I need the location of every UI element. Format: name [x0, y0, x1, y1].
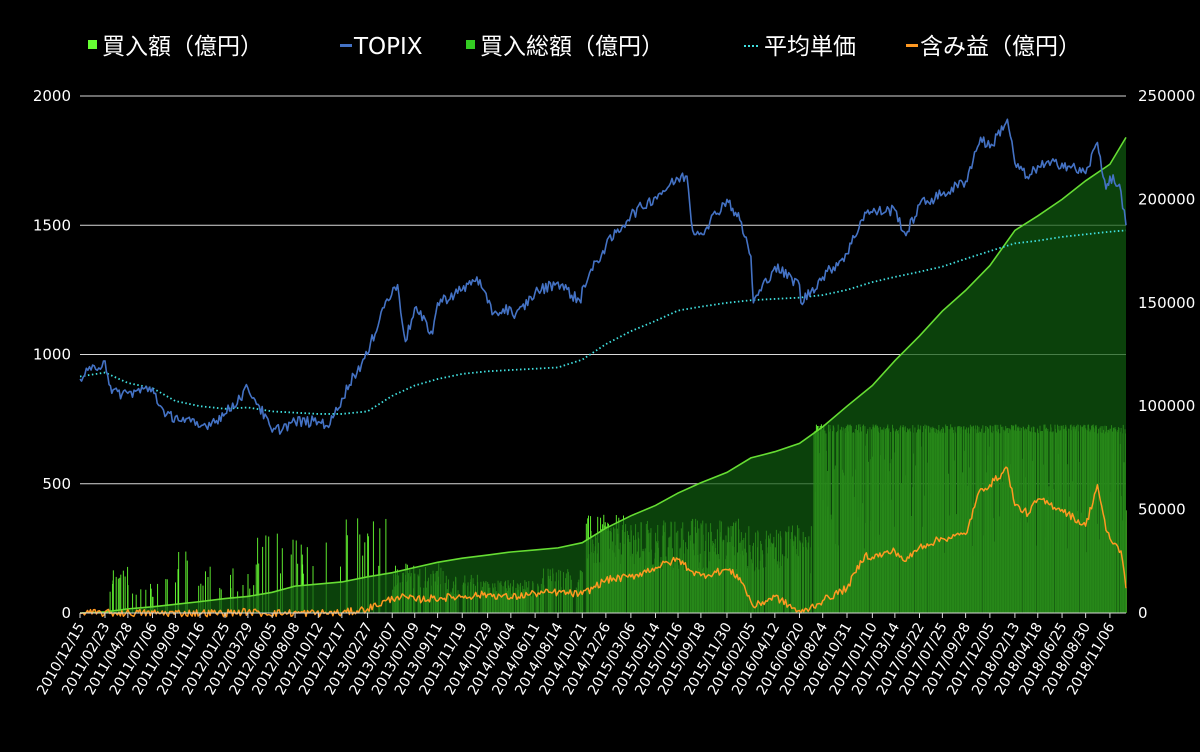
daily-bar [115, 576, 117, 613]
legend-item-avg: 平均単価 [744, 34, 856, 60]
legend-item-topix: TOPIX [340, 34, 423, 60]
daily-bar [268, 536, 270, 613]
daily-bar [119, 577, 121, 613]
legend-marker-avg [744, 45, 758, 47]
series-lines [79, 118, 1127, 618]
daily-bar [186, 560, 188, 613]
daily-bar [175, 582, 176, 613]
total-purchase-line [79, 136, 1127, 614]
y-right-tick-label: 200000 [1138, 190, 1195, 208]
legend-item-gain: 含み益（億円） [906, 34, 1081, 60]
y-left-tick-label: 2000 [33, 87, 71, 105]
daily-bar [135, 594, 137, 613]
daily-bar [379, 528, 381, 613]
legend-label-gain: 含み益（億円） [920, 34, 1081, 60]
y-axis-left: 0 500 1000 1500 2000 [33, 87, 71, 622]
legend-label-topix: TOPIX [353, 34, 423, 60]
daily-bar [290, 554, 292, 613]
daily-bar [367, 536, 369, 613]
y-left-tick-label: 0 [61, 604, 71, 622]
daily-bar [177, 569, 179, 613]
y-right-tick-label: 150000 [1138, 294, 1195, 312]
daily-bar [140, 589, 142, 613]
daily-bar [122, 570, 124, 613]
daily-bar [124, 576, 126, 613]
daily-bar [276, 533, 278, 613]
y-right-tick-label: 0 [1138, 604, 1148, 622]
daily-bar [359, 534, 361, 613]
daily-bar [127, 585, 129, 613]
x-axis: 2010/12/152011/02/232011/04/282011/07/06… [34, 612, 1126, 698]
topix-line [79, 118, 1127, 435]
daily-bar [166, 579, 168, 613]
daily-bar [247, 574, 249, 613]
y-right-tick-label: 250000 [1138, 87, 1195, 105]
daily-bar [185, 551, 187, 613]
daily-bar [262, 546, 264, 613]
daily-bar [178, 552, 180, 613]
legend-item-daily: 買入額（億円） [88, 34, 263, 60]
daily-bar [357, 518, 359, 613]
daily-bar [152, 596, 154, 613]
daily-bar [202, 585, 204, 613]
daily-bar [265, 535, 267, 613]
daily-bar [112, 570, 114, 613]
total-purchase-area [79, 136, 1127, 614]
y-axis-right: 0 50000 100000 150000 200000 250000 [1138, 87, 1195, 622]
daily-bar [232, 568, 234, 613]
daily-bar [120, 574, 122, 613]
y-left-tick-label: 1000 [33, 346, 71, 364]
y-left-tick-label: 500 [42, 475, 71, 493]
legend-label-avg: 平均単価 [764, 34, 856, 60]
daily-bar [325, 542, 327, 613]
legend-label-total: 買入総額（億円） [480, 34, 664, 60]
legend-marker-topix [340, 44, 352, 47]
daily-bar [1125, 510, 1127, 613]
y-right-tick-label: 50000 [1138, 501, 1186, 519]
legend: 買入額（億円） TOPIX 買入総額（億円） 平均単価 含み益（億円） [88, 34, 1081, 60]
daily-bar [306, 547, 308, 613]
daily-bar [117, 578, 119, 613]
legend-marker-total [466, 40, 475, 49]
daily-bar [198, 585, 200, 613]
daily-bar [257, 537, 259, 613]
daily-bar [295, 540, 297, 613]
daily-bar [292, 539, 294, 613]
daily-bar [209, 566, 211, 613]
daily-bar [145, 589, 147, 613]
y-right-tick-label: 100000 [1138, 397, 1195, 415]
daily-bar [157, 583, 159, 613]
daily-bar [346, 535, 348, 613]
legend-marker-gain [906, 44, 918, 47]
daily-bar [109, 591, 111, 613]
daily-bar [300, 544, 302, 613]
daily-bar [207, 577, 209, 613]
daily-bar [385, 518, 387, 613]
total-purchase-fill [80, 137, 1126, 614]
legend-marker-daily [88, 40, 97, 49]
y-left-tick-label: 1500 [33, 216, 71, 234]
daily-bar [372, 521, 374, 613]
daily-bar [150, 583, 151, 613]
daily-bar [258, 563, 260, 613]
daily-bar [205, 571, 206, 613]
legend-label-daily: 買入額（億円） [102, 34, 263, 60]
daily-bar [150, 588, 152, 613]
daily-bar [367, 533, 369, 613]
unrealized-gain-line [79, 466, 1127, 618]
daily-bar [281, 548, 283, 613]
daily-bar [345, 519, 347, 613]
daily-bar [132, 593, 134, 613]
legend-item-total: 買入総額（億円） [466, 34, 664, 60]
daily-bar [165, 579, 167, 613]
avg-price-line [79, 229, 1127, 415]
daily-bar [255, 564, 257, 613]
daily-bar [200, 583, 202, 613]
